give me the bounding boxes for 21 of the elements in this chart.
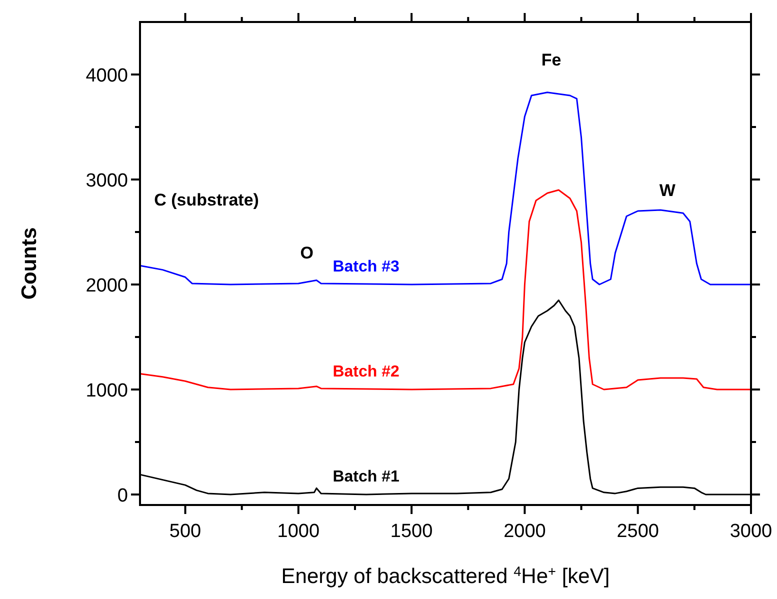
x-tick-label: 1500 [390, 521, 433, 542]
annotation: O [300, 244, 314, 263]
line-series [139, 92, 752, 286]
x-tick-label: 500 [169, 521, 202, 542]
annotation: W [659, 180, 676, 200]
y-tick-label: 1000 [86, 380, 128, 402]
y-tick-label: 0 [117, 486, 128, 506]
y-tick-label: 4000 [86, 66, 128, 86]
series-label: Batch #3 [332, 258, 400, 276]
series-label: Batch #1 [332, 468, 400, 486]
x-tick-label: 2000 [504, 521, 546, 542]
x-tick-label: 2500 [616, 521, 659, 542]
annotation: Fe [541, 50, 562, 70]
x-tick-label: 3000 [730, 521, 772, 542]
annotation: C (substrate) [154, 190, 259, 210]
y-tick-label: 3000 [86, 170, 128, 192]
x-tick-label: 1000 [277, 521, 320, 542]
x-axis-title: Energy of backscattered $^{4}$He$^{+}$ [keV] [281, 564, 610, 588]
y-axis-title: Counts [18, 227, 41, 300]
series-label: Batch #2 [332, 363, 400, 380]
y-tick-label: 2000 [86, 276, 128, 296]
